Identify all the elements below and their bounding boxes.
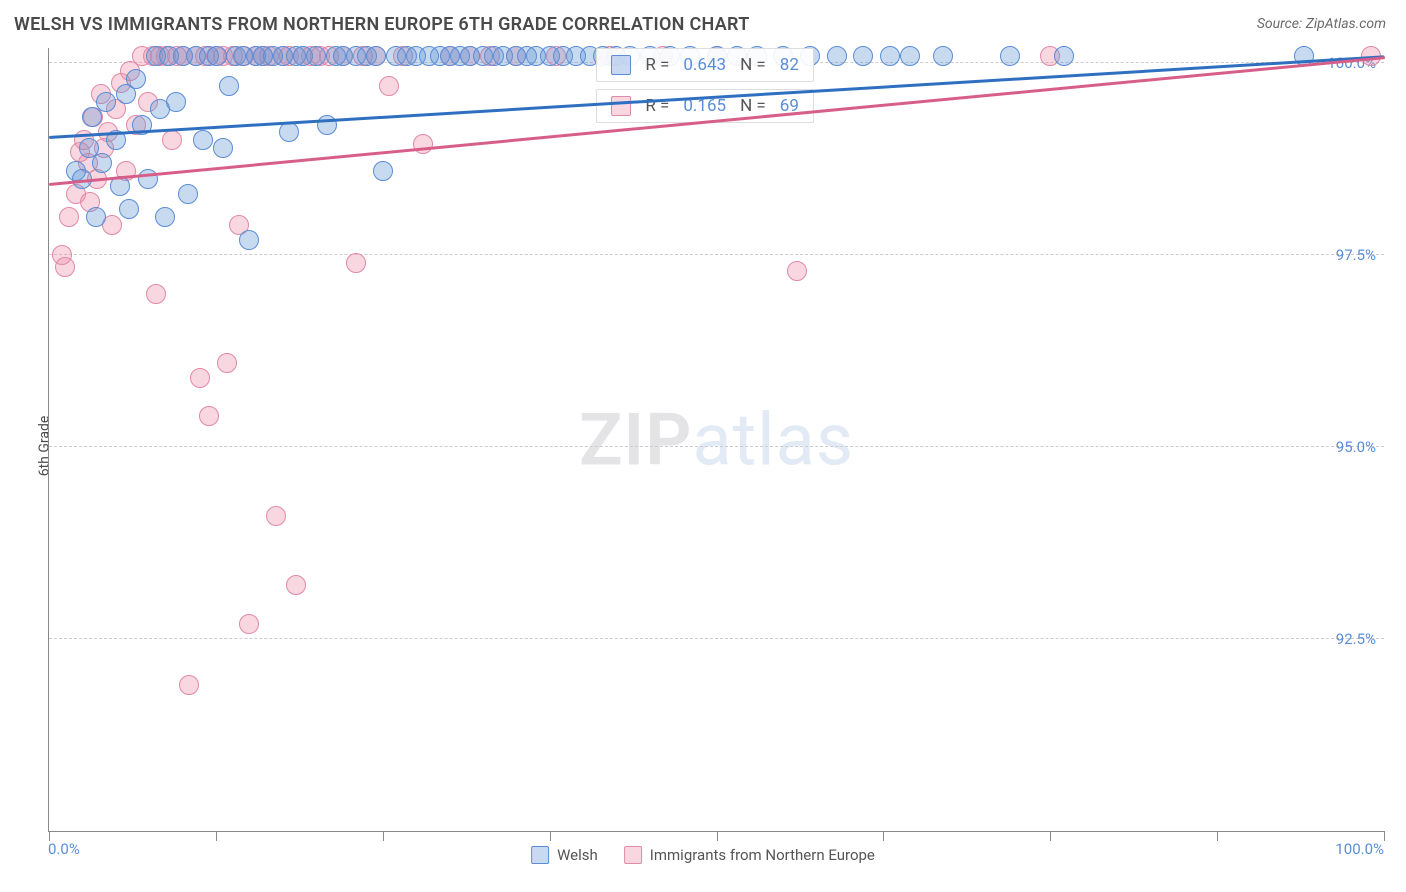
data-point-welsh [193,130,213,150]
data-point-immigrants [179,675,199,695]
data-point-welsh [880,46,900,66]
data-point-immigrants [162,130,182,150]
data-point-welsh [219,76,239,96]
data-point-immigrants [55,257,75,277]
stats-n-label: N = [740,55,766,75]
gridline [49,638,1384,639]
data-point-immigrants [413,134,433,154]
gridline [49,446,1384,447]
data-point-welsh [119,199,139,219]
data-point-welsh [92,153,112,173]
stats-box-welsh: R = 0.643 N = 82 [596,48,814,82]
y-tick-label: 97.5% [1336,246,1376,264]
legend-label-welsh: Welsh [557,846,598,864]
data-point-welsh [306,46,326,66]
data-point-welsh [1000,46,1020,66]
data-point-welsh [178,184,198,204]
legend: Welsh Immigrants from Northern Europe [531,846,875,864]
x-axis-max-label: 100.0% [1335,840,1384,858]
legend-swatch-welsh [531,846,549,864]
stats-n-value: 82 [780,55,799,75]
watermark-zip: ZIP [579,397,692,482]
data-point-welsh [279,122,299,142]
data-point-immigrants [59,207,79,227]
x-tick [383,831,384,841]
y-tick-label: 95.0% [1336,438,1376,456]
data-point-welsh [366,46,386,66]
source-attribution: Source: ZipAtlas.com [1257,16,1386,32]
stats-r-label: R = [645,55,669,75]
chart-title: WELSH VS IMMIGRANTS FROM NORTHERN EUROPE… [14,14,750,35]
legend-item-immigrants: Immigrants from Northern Europe [624,846,875,864]
legend-item-welsh: Welsh [531,846,598,864]
data-point-welsh [239,230,259,250]
stats-swatch-immigrants [611,96,631,116]
x-tick [1384,831,1385,841]
data-point-welsh [138,169,158,189]
data-point-immigrants [266,506,286,526]
data-point-immigrants [346,253,366,273]
data-point-welsh [1054,46,1074,66]
data-point-immigrants [286,575,306,595]
data-point-immigrants [199,406,219,426]
x-tick [883,831,884,841]
x-tick [1050,831,1051,841]
data-point-welsh [166,92,186,112]
data-point-immigrants [239,614,259,634]
x-tick [717,831,718,841]
x-tick [1217,831,1218,841]
data-point-welsh [207,46,227,66]
data-point-welsh [900,46,920,66]
stats-swatch-welsh [611,55,631,75]
watermark: ZIPatlas [579,397,854,482]
x-tick [216,831,217,841]
data-point-welsh [213,138,233,158]
data-point-welsh [126,69,146,89]
x-tick [550,831,551,841]
data-point-welsh [853,46,873,66]
gridline [49,254,1384,255]
data-point-immigrants [146,284,166,304]
data-point-immigrants [787,261,807,281]
plot-area: ZIPatlas 92.5%95.0%97.5%100.0%R =0.643N … [48,48,1384,832]
stats-r-value: 0.643 [683,55,726,75]
chart-header: WELSH VS IMMIGRANTS FROM NORTHERN EUROPE… [0,0,1406,48]
legend-swatch-immigrants [624,846,642,864]
data-point-welsh [933,46,953,66]
data-point-welsh [155,207,175,227]
data-point-welsh [96,92,116,112]
stats-n-label: N = [740,96,766,116]
data-point-welsh [373,161,393,181]
x-axis-min-label: 0.0% [48,840,80,858]
data-point-immigrants [217,353,237,373]
chart-container: WELSH VS IMMIGRANTS FROM NORTHERN EUROPE… [0,0,1406,892]
data-point-welsh [82,107,102,127]
data-point-welsh [86,207,106,227]
legend-label-immigrants: Immigrants from Northern Europe [650,846,875,864]
data-point-immigrants [190,368,210,388]
y-tick-label: 92.5% [1336,630,1376,648]
data-point-welsh [827,46,847,66]
watermark-atlas: atlas [692,397,854,482]
data-point-immigrants [379,76,399,96]
